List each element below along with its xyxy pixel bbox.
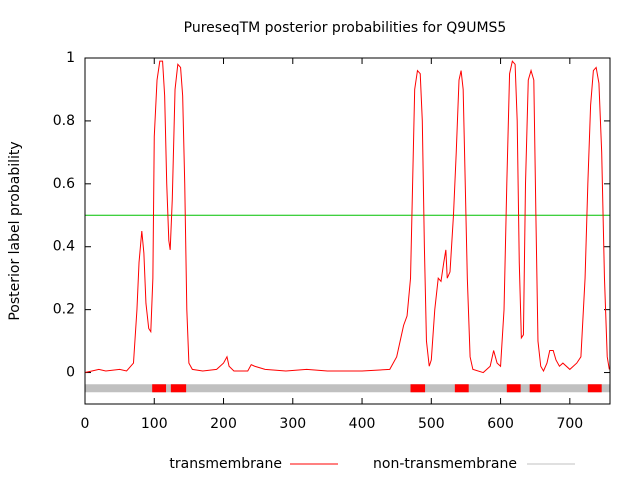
x-tick-label: 400 xyxy=(349,416,376,432)
y-tick-label: 0.8 xyxy=(53,113,75,129)
y-tick-label: 0 xyxy=(66,365,75,381)
legend-label: non-transmembrane xyxy=(373,456,517,472)
x-tick-label: 200 xyxy=(210,416,237,432)
tm-segment xyxy=(506,384,521,393)
plot-border xyxy=(84,57,611,405)
tm-segment xyxy=(170,384,187,393)
y-tick-label: 0.4 xyxy=(53,239,75,255)
chart-title: PureseqTM posterior probabilities for Q9… xyxy=(184,20,507,36)
x-tick-label: 0 xyxy=(81,416,90,432)
x-tick-label: 700 xyxy=(556,416,583,432)
tm-segment xyxy=(454,384,469,393)
y-tick-label: 0.2 xyxy=(53,302,75,318)
x-tick-label: 300 xyxy=(279,416,306,432)
y-tick-label: 1 xyxy=(66,50,75,66)
tm-segment xyxy=(152,384,167,393)
y-tick-label: 0.6 xyxy=(53,176,75,192)
tm-segment xyxy=(410,384,426,393)
x-tick-label: 500 xyxy=(418,416,445,432)
probability-line xyxy=(84,60,610,374)
tm-segment xyxy=(587,384,602,393)
tm-segment xyxy=(529,384,541,393)
legend-label: transmembrane xyxy=(169,456,282,472)
x-tick-label: 100 xyxy=(141,416,168,432)
x-tick-label: 600 xyxy=(487,416,514,432)
y-axis-label: Posterior label probability xyxy=(7,141,23,320)
